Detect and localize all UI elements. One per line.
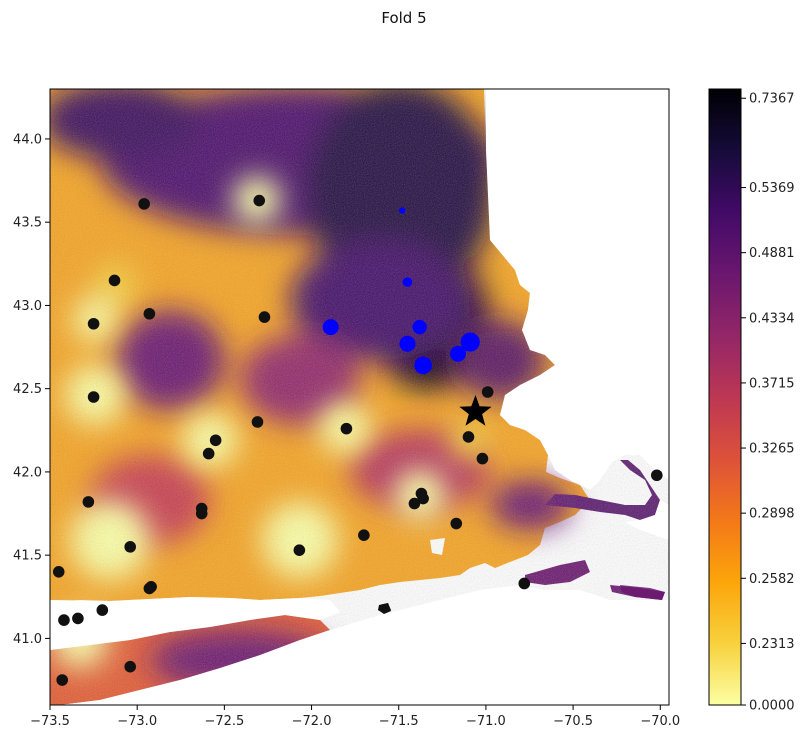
- long-island-sound: [50, 597, 340, 650]
- scatter-points: [52, 194, 663, 686]
- plot-frame: [49, 88, 670, 706]
- blue-point: [399, 207, 406, 214]
- colorbar-tick-label: 0.7367: [749, 92, 795, 107]
- y-tick-label: 44.0: [13, 132, 42, 147]
- colorbar: 0.0000 0.2313 0.2582 0.2898 0.3265 0.3715 0.43…: [708, 88, 795, 714]
- colorbar-tick-label: 0.2582: [749, 572, 795, 587]
- x-tick-label: −72.5: [204, 714, 244, 729]
- black-point: [417, 492, 429, 505]
- black-point: [358, 529, 370, 541]
- star-marker: [459, 395, 492, 426]
- block-island-redraw: [378, 603, 391, 614]
- black-point: [408, 497, 421, 510]
- black-point: [87, 317, 100, 330]
- black-point: [58, 614, 70, 626]
- y-tick-label: 42.0: [13, 465, 42, 480]
- x-tick-label: −73.5: [30, 714, 70, 729]
- black-point: [209, 434, 222, 447]
- islands-redraw: [620, 585, 665, 600]
- blue-point: [322, 319, 339, 336]
- ocean-south: [60, 585, 669, 705]
- black-point: [462, 431, 475, 443]
- ocean-cape: [625, 500, 669, 540]
- chart-title: Fold 5: [381, 9, 426, 27]
- y-tick-label: 43.0: [13, 299, 42, 314]
- x-tick-label: −70.0: [640, 714, 680, 729]
- black-point: [143, 307, 156, 320]
- y-tick-label: 43.5: [13, 216, 42, 231]
- blue-point: [399, 335, 416, 352]
- colorbar-tick-label: 0.5369: [749, 181, 795, 196]
- black-point: [124, 660, 137, 673]
- black-point: [52, 566, 65, 578]
- black-point: [138, 198, 150, 210]
- colorbar-ticks: 0.0000 0.2313 0.2582 0.2898 0.3265 0.3715 0.43…: [741, 92, 795, 714]
- black-point: [450, 517, 463, 530]
- black-point: [82, 496, 95, 508]
- y-tick-label: 41.5: [13, 549, 42, 564]
- blue-point: [414, 356, 432, 375]
- x-tick-label: −73.0: [117, 714, 157, 729]
- black-point: [124, 541, 137, 553]
- x-tick-label: −71.0: [466, 714, 506, 729]
- black-point: [143, 582, 156, 595]
- blue-point: [412, 319, 427, 335]
- colorbar-tick-label: 0.2898: [749, 507, 795, 522]
- black-point: [108, 274, 121, 287]
- black-point: [87, 391, 100, 403]
- black-point: [258, 311, 271, 323]
- black-point: [202, 447, 215, 460]
- black-point: [251, 416, 264, 428]
- colorbar-tick-label: 0.4334: [749, 311, 795, 326]
- colorbar-gradient: [708, 88, 742, 706]
- colorbar-tick-label: 0.3715: [749, 376, 795, 391]
- y-tick-label: 42.5: [13, 382, 42, 397]
- colorbar-tick-label: 0.0000: [749, 699, 795, 714]
- x-axis: −73.5 −73.0 −72.5 −72.0 −71.5 −71.0 −70.5 −70.0: [30, 705, 680, 729]
- black-point: [293, 544, 306, 556]
- blue-point: [460, 332, 480, 352]
- colorbar-tick-label: 0.3265: [749, 442, 795, 457]
- black-point: [195, 507, 208, 520]
- x-tick-label: −70.5: [553, 714, 593, 729]
- black-point: [481, 386, 494, 398]
- heatmap-field: [50, 89, 669, 705]
- colorbar-tick-label: 0.4881: [749, 246, 795, 261]
- ocean-east: [486, 89, 669, 490]
- black-point: [72, 612, 84, 625]
- colorbar-tick-label: 0.2313: [749, 637, 795, 652]
- x-tick-label: −71.5: [379, 714, 419, 729]
- blue-point: [402, 277, 413, 287]
- plot-area: [49, 88, 670, 706]
- black-point: [56, 674, 69, 686]
- black-point: [650, 469, 663, 482]
- black-point: [518, 577, 531, 590]
- x-tick-label: −72.0: [292, 714, 332, 729]
- black-point: [340, 422, 353, 435]
- black-point: [253, 194, 266, 207]
- black-point: [476, 452, 489, 465]
- black-point: [96, 604, 109, 616]
- y-axis: 41.0 41.5 42.0 42.5 43.0 43.5 44.0: [13, 132, 50, 647]
- blue-point: [450, 345, 467, 362]
- y-tick-label: 41.0: [13, 632, 42, 647]
